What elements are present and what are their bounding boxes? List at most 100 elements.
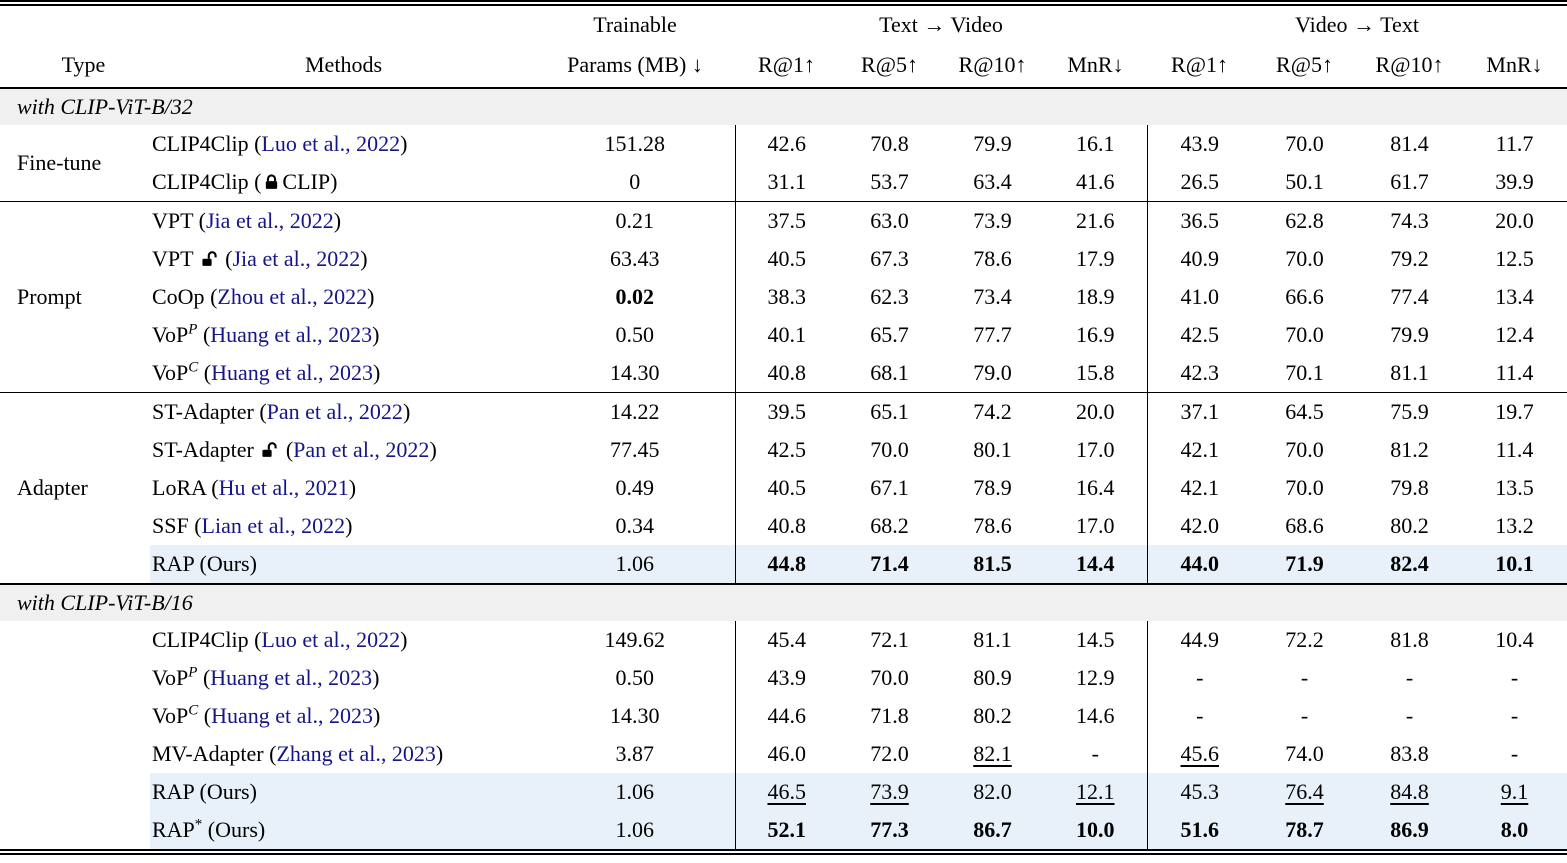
metric-value: 70.0 [1285, 246, 1324, 271]
method-superscript: P [188, 664, 198, 681]
citation-link[interactable]: Jia et al., 2022 [232, 246, 361, 271]
metric-value: 45.4 [734, 621, 838, 659]
metric-value: 72.0 [870, 741, 909, 766]
metric-value: 44.6 [734, 697, 838, 735]
metric-value: 73.9 [838, 773, 941, 811]
table-row: MV-Adapter (Zhang et al., 2023) 3.87 46.0 7… [0, 735, 1567, 773]
metric-value: - [1146, 697, 1253, 735]
section-header-row: with CLIP-ViT-B/32 [0, 88, 1567, 125]
method-name: VoP [152, 665, 189, 690]
lock-closed-icon [266, 174, 278, 189]
metric-value: 42.1 [1146, 469, 1253, 507]
citation-link[interactable]: Pan et al., 2022 [293, 437, 430, 462]
header-spacer [0, 3, 535, 43]
metric-value: - [1510, 741, 1519, 766]
method-superscript: * [194, 816, 203, 833]
citation-link[interactable]: Luo et al., 2022 [261, 627, 401, 652]
method-cell: RAP (Ours) [150, 773, 535, 811]
metric-value: 62.3 [870, 284, 909, 309]
params-value: 0.49 [615, 475, 655, 500]
metric-value: 45.6 [1146, 735, 1253, 773]
citation-link[interactable]: Hu et al., 2021 [218, 475, 349, 500]
metric-value: 39.5 [734, 392, 838, 431]
metric-value: 70.0 [870, 665, 909, 690]
method-superscript: C [188, 702, 199, 719]
citation-link[interactable]: Lian et al., 2022 [201, 513, 346, 538]
metric-value: 13.4 [1495, 284, 1534, 309]
table-row: CLIP4Clip (Luo et al., 2022) 149.62 45.4 72… [0, 621, 1567, 659]
params-value: 0 [535, 163, 735, 202]
params-value: 0.50 [615, 322, 655, 347]
metric-value: 44.9 [1146, 621, 1253, 659]
citation-link[interactable]: Luo et al., 2022 [261, 131, 401, 156]
params-value: 0.02 [615, 284, 655, 309]
method-name: CLIP4Clip [152, 169, 249, 194]
method-name: MV-Adapter [152, 741, 264, 766]
metric-value: 46.5 [734, 773, 838, 811]
metric-value: 67.1 [870, 475, 909, 500]
metric-value: - [1510, 665, 1519, 690]
table-row: RAP (Ours) 1.06 46.5 73.9 82.0 12.1 45.3 76.4 84… [0, 773, 1567, 811]
metric-value: 67.3 [870, 246, 909, 271]
metric-value: 78.6 [973, 246, 1012, 271]
citation-link[interactable]: Huang et al., 2023 [210, 322, 373, 347]
metric-value: 81.4 [1390, 131, 1429, 156]
metric-value: 72.2 [1285, 627, 1324, 652]
method-cell: CLIP4Clip (Luo et al., 2022) [152, 627, 408, 652]
citation-link[interactable]: Zhou et al., 2022 [217, 284, 368, 309]
params-value: 14.30 [535, 354, 735, 393]
method-cell: CLIP4Clip (CLIP) [150, 163, 535, 202]
metric-value: 73.9 [973, 208, 1012, 233]
method-name: VoP [152, 322, 189, 347]
metric-value: 63.0 [870, 208, 909, 233]
metric-value: 40.8 [734, 507, 838, 545]
citation-link[interactable]: Huang et al., 2023 [211, 703, 374, 728]
citation-link[interactable]: Zhang et al., 2023 [276, 741, 436, 766]
metric-value: 74.3 [1390, 208, 1429, 233]
citation-link[interactable]: Huang et al., 2023 [211, 360, 374, 385]
method-cell: ST-Adapter (Pan et al., 2022) [152, 437, 437, 462]
metric-value: 70.8 [870, 131, 909, 156]
method-superscript: P [188, 321, 198, 338]
metric-value: 70.0 [1285, 475, 1324, 500]
metric-value: 12.9 [1076, 665, 1115, 690]
params-value: 149.62 [604, 627, 666, 652]
params-value: 0.34 [615, 513, 655, 538]
method-cell: VoPC (Huang et al., 2023) [150, 354, 535, 393]
method-cell: VPT (Jia et al., 2022) [152, 208, 342, 233]
method-name: CoOp [152, 284, 205, 309]
method-cell: RAP (Ours) [150, 545, 535, 584]
metric-value: 53.7 [838, 163, 941, 202]
citation-link[interactable]: Pan et al., 2022 [266, 399, 403, 424]
metric-value: 71.8 [870, 703, 909, 728]
metric-value: 13.2 [1495, 513, 1534, 538]
params-value: 77.45 [610, 437, 660, 462]
metric-value: 11.4 [1495, 437, 1534, 462]
col-trainable-line1: Trainable [593, 11, 677, 37]
metric-value: 81.5 [941, 545, 1044, 584]
lock-open-icon [202, 251, 217, 266]
method-cell: SSF (Lian et al., 2022) [152, 513, 353, 538]
metric-value: 42.3 [1146, 354, 1253, 393]
metric-value: 46.0 [734, 735, 838, 773]
col-methods: Methods [150, 43, 535, 89]
paren-text: Ours [206, 779, 250, 804]
metric-value: 79.8 [1390, 475, 1429, 500]
citation-link[interactable]: Huang et al., 2023 [210, 665, 373, 690]
lock-open-icon [262, 442, 277, 457]
col-v2t-r5: R@5↑ [1252, 43, 1358, 89]
metric-value: 79.9 [973, 131, 1012, 156]
metric-value: 86.9 [1357, 811, 1463, 852]
metric-value: 16.4 [1076, 475, 1115, 500]
citation-link[interactable]: Jia et al., 2022 [206, 208, 334, 233]
metric-value: 38.3 [734, 278, 838, 316]
method-cell: RAP* (Ours) [150, 811, 535, 852]
metric-value: 39.9 [1462, 163, 1567, 202]
metric-value: 74.0 [1285, 741, 1324, 766]
paren-text: CLIP [282, 169, 331, 194]
metric-value: 80.9 [973, 665, 1012, 690]
metric-value: 76.4 [1252, 773, 1358, 811]
method-name: SSF [152, 513, 189, 538]
method-name: VPT [152, 246, 194, 271]
metric-value: 20.0 [1495, 208, 1534, 233]
